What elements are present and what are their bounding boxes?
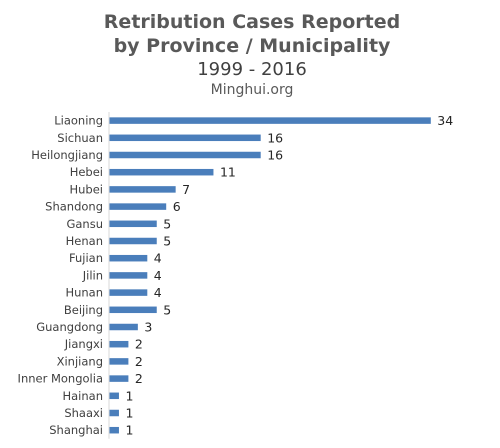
chart-source: Minghui.org xyxy=(211,82,294,98)
data-label-sichuan: 16 xyxy=(267,130,283,145)
bar-shaaxi xyxy=(109,409,119,417)
bar-jiangxi xyxy=(109,340,129,348)
bar-beijing xyxy=(109,306,157,314)
bar-gansu xyxy=(109,220,157,228)
data-label-liaoning: 34 xyxy=(437,113,453,128)
data-label-heilongjiang: 16 xyxy=(267,148,283,163)
category-label-shanghai: Shanghai xyxy=(49,423,103,437)
category-label-gansu: Gansu xyxy=(66,217,103,231)
bar-sichuan xyxy=(109,134,261,142)
data-label-shandong: 6 xyxy=(173,199,181,214)
category-label-jiangxi: Jiangxi xyxy=(64,337,103,351)
category-label-sichuan: Sichuan xyxy=(57,131,103,145)
bar-hubei xyxy=(109,186,176,193)
category-label-xinjiang: Xinjiang xyxy=(57,354,103,368)
data-label-hubei: 7 xyxy=(182,182,190,197)
data-label-inner-mongolia: 2 xyxy=(135,371,143,386)
data-label-jiangxi: 2 xyxy=(135,337,143,352)
data-label-fujian: 4 xyxy=(154,251,162,266)
category-label-jilin: Jilin xyxy=(82,268,103,282)
bar-hunan xyxy=(109,289,148,296)
bar-hebei xyxy=(109,168,214,176)
bar-fujian xyxy=(109,254,148,262)
bar-jilin xyxy=(109,272,148,279)
category-label-beijing: Beijing xyxy=(64,303,103,317)
data-label-hebei: 11 xyxy=(220,165,236,180)
bar-shanghai xyxy=(109,426,119,434)
chart-title-line-2: by Province / Municipality xyxy=(114,35,391,57)
data-label-hunan: 4 xyxy=(154,285,162,300)
category-label-liaoning: Liaoning xyxy=(54,114,103,128)
chart-subtitle: 1999 - 2016 xyxy=(197,59,307,80)
category-label-shaaxi: Shaaxi xyxy=(64,406,103,420)
data-label-jilin: 4 xyxy=(154,268,162,283)
category-label-hainan: Hainan xyxy=(62,389,103,403)
bar-guangdong xyxy=(109,323,138,331)
data-label-guangdong: 3 xyxy=(144,320,152,335)
data-label-gansu: 5 xyxy=(163,216,171,231)
data-label-shanghai: 1 xyxy=(125,423,133,438)
bar-hainan xyxy=(109,392,119,400)
category-label-hunan: Hunan xyxy=(65,286,103,300)
bar-heilongjiang xyxy=(109,151,261,159)
category-label-hebei: Hebei xyxy=(70,165,103,179)
bar-shandong xyxy=(109,203,167,210)
category-label-heilongjiang: Heilongjiang xyxy=(31,148,103,162)
data-label-henan: 5 xyxy=(163,234,171,249)
category-label-inner-mongolia: Inner Mongolia xyxy=(18,372,103,386)
data-label-hainan: 1 xyxy=(125,388,133,403)
category-label-shandong: Shandong xyxy=(45,200,103,214)
category-label-guangdong: Guangdong xyxy=(36,320,103,334)
data-label-beijing: 5 xyxy=(163,302,171,317)
category-label-hubei: Hubei xyxy=(69,182,103,196)
bar-inner-mongolia xyxy=(109,375,129,382)
data-label-shaaxi: 1 xyxy=(125,406,133,421)
chart-title-line-1: Retribution Cases Reported xyxy=(104,11,400,33)
bar-henan xyxy=(109,237,157,245)
data-label-xinjiang: 2 xyxy=(135,354,143,369)
bar-liaoning xyxy=(109,117,431,124)
category-label-henan: Henan xyxy=(66,234,103,248)
bar-xinjiang xyxy=(109,358,129,365)
category-label-fujian: Fujian xyxy=(69,251,103,265)
